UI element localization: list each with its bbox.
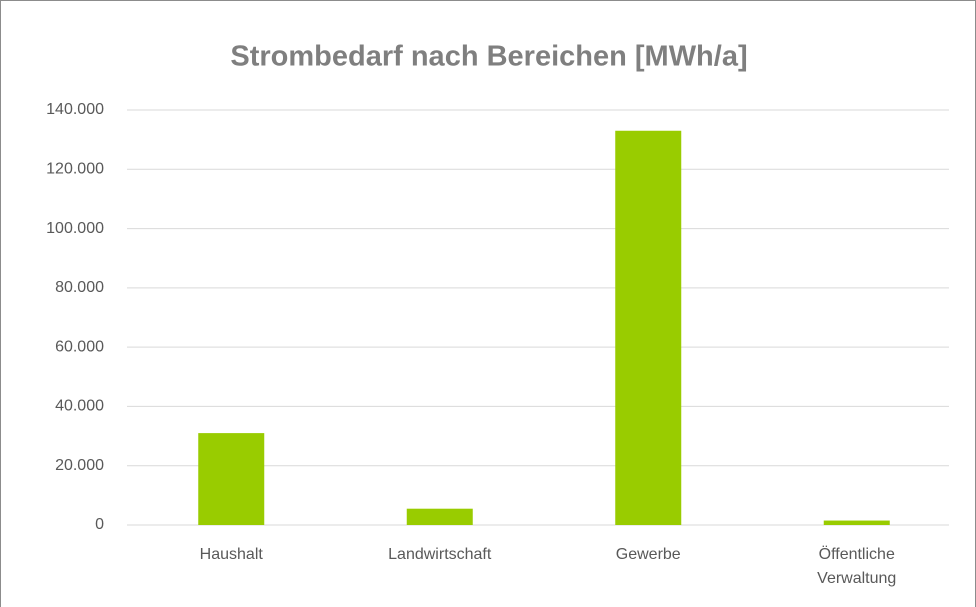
bar (406, 508, 473, 525)
chart-title: Strombedarf nach Bereichen [MWh/a] (230, 41, 747, 73)
y-tick-label: 140.000 (46, 101, 104, 118)
x-tick-label: Öffentliche Verwaltung (817, 546, 897, 587)
y-tick-label: 40.000 (55, 398, 104, 415)
bar (198, 433, 265, 525)
x-tick-label: Gewerbe (615, 546, 681, 563)
y-tick-label: 60.000 (55, 338, 104, 355)
y-tick-label: 20.000 (55, 457, 104, 474)
x-tick-label: Landwirtschaft (388, 546, 492, 563)
y-tick-label: 0 (95, 516, 104, 533)
y-tick-label: 120.000 (46, 161, 104, 178)
y-tick-label: 80.000 (55, 279, 104, 296)
bar (823, 520, 890, 525)
y-tick-label: 100.000 (46, 220, 104, 237)
x-tick-label: Haushalt (199, 546, 263, 563)
bar (615, 130, 682, 525)
